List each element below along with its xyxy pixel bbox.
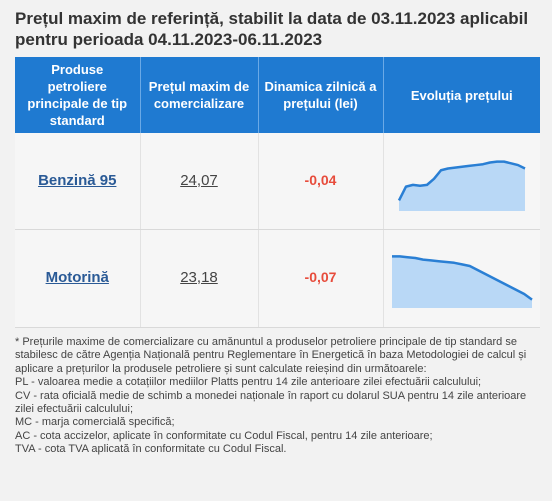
- evolution-cell: [383, 229, 540, 328]
- evolution-cell: [383, 133, 540, 230]
- sparkline-line: [397, 160, 526, 201]
- dynamic-value: -0,04: [304, 171, 337, 188]
- table-row: Motorină 23,18 -0,07: [15, 229, 540, 328]
- price-table: Produse petroliere principale de tip sta…: [15, 57, 540, 328]
- footnote-intro: * Prețurile maxime de comercializare cu …: [15, 336, 527, 375]
- price-cell: 23,18: [140, 229, 259, 328]
- product-cell: Motorină: [15, 229, 141, 328]
- table-row: Benzină 95 24,07 -0,04: [15, 133, 540, 230]
- dynamic-cell: -0,04: [258, 133, 384, 230]
- header-products: Produse petroliere principale de tip sta…: [15, 57, 141, 133]
- sparkline-area: [391, 256, 532, 308]
- footnote-mc: MC - marja comercială specifică;: [15, 416, 175, 429]
- dynamic-value: -0,07: [304, 269, 337, 285]
- dynamic-cell: -0,07: [258, 229, 384, 328]
- sparkline-chart-benzina: [397, 160, 526, 211]
- product-cell: Benzină 95: [15, 133, 141, 230]
- header-price-evolution: Evoluția prețului: [383, 57, 540, 133]
- table-header-row: Produse petroliere principale de tip sta…: [15, 57, 540, 133]
- price-value: 23,18: [180, 269, 218, 286]
- product-link-benzina-95[interactable]: Benzină 95: [38, 171, 117, 189]
- sparkline-line: [391, 255, 533, 301]
- page-title: Prețul maxim de referință, stabilit la d…: [15, 9, 529, 49]
- header-daily-dynamic: Dinamica zilnică a prețului (lei): [258, 57, 384, 133]
- footnote-pl: PL - valoarea medie a cotațiilor mediilo…: [15, 376, 482, 389]
- footnote-ac: AC - cota accizelor, aplicate în conform…: [15, 429, 433, 442]
- footnote-cv: CV - rata oficială medie de schimb a mon…: [15, 389, 527, 416]
- sparkline-area: [398, 161, 525, 211]
- footnotes: * Prețurile maxime de comercializare cu …: [15, 336, 540, 457]
- price-cell: 24,07: [140, 133, 259, 230]
- footnote-tva: TVA - cota TVA aplicată în conformitate …: [15, 443, 287, 456]
- product-link-motorina[interactable]: Motorină: [45, 269, 109, 286]
- sparkline-chart-motorina: [391, 255, 533, 308]
- price-value: 24,07: [180, 171, 218, 189]
- header-max-price: Prețul maxim de comercializare: [140, 57, 259, 133]
